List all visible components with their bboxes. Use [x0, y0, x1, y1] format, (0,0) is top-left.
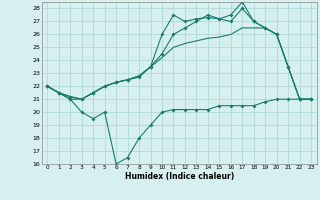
X-axis label: Humidex (Indice chaleur): Humidex (Indice chaleur): [124, 172, 234, 181]
